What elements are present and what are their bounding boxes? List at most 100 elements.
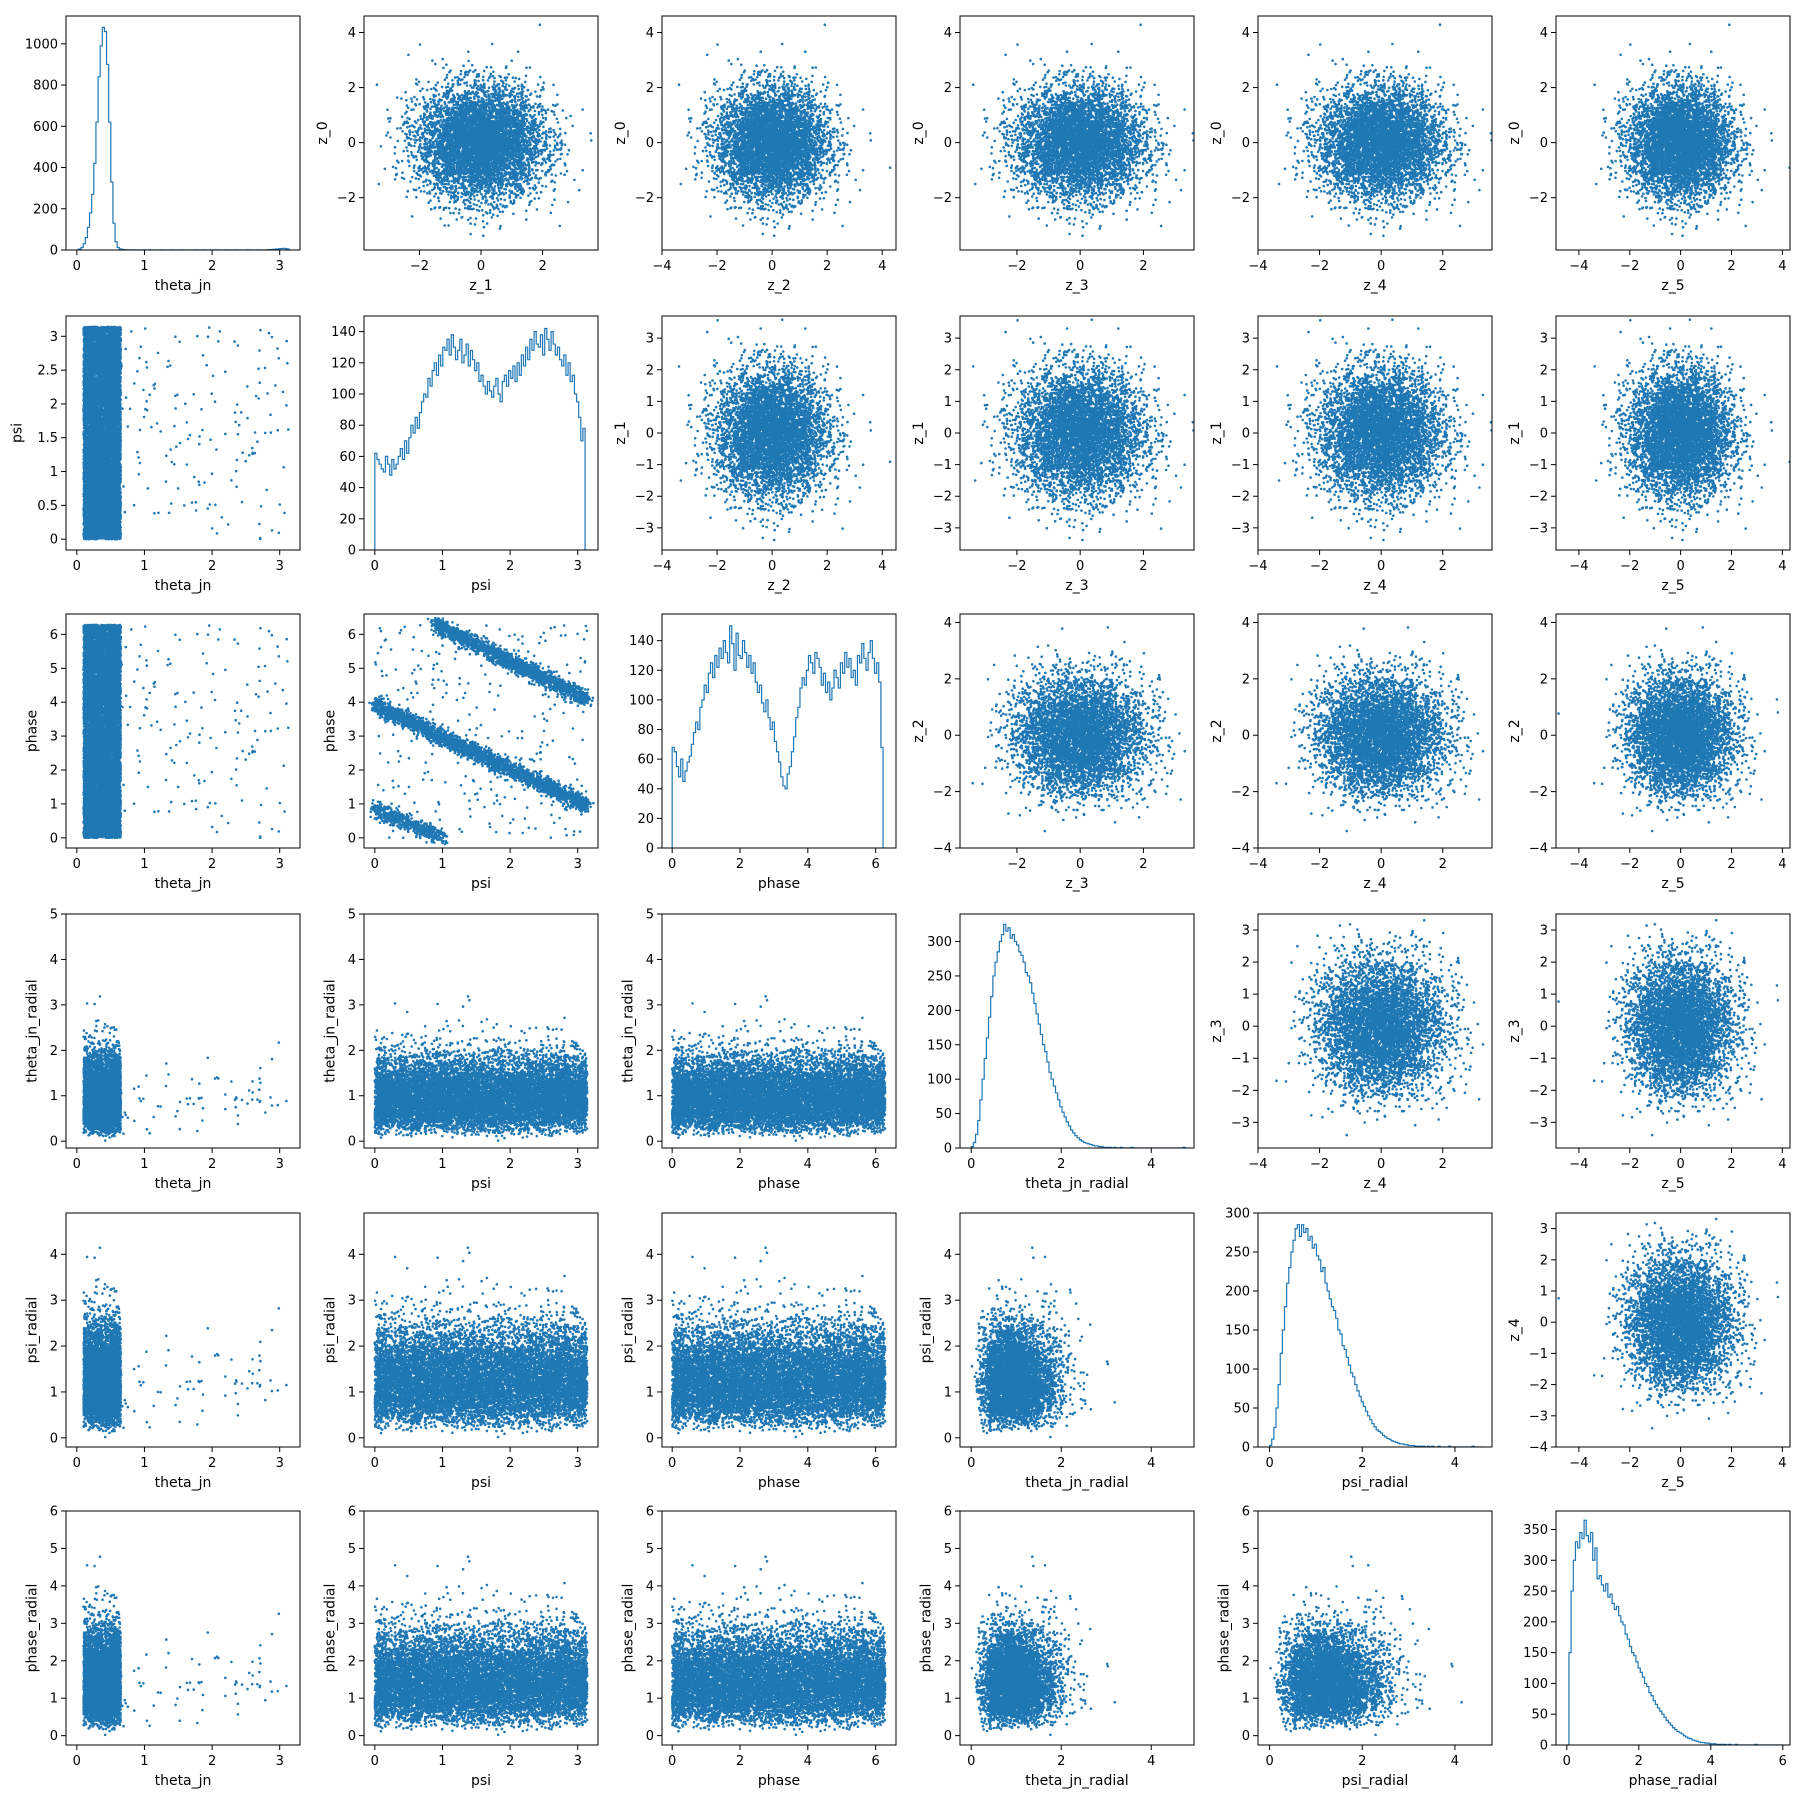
y-tick-label: 5 — [50, 908, 58, 923]
y-tick-label: −1 — [933, 458, 952, 473]
y-axis-label: z_2 — [911, 719, 927, 742]
x-axis-label: psi_radial — [1342, 1475, 1409, 1491]
x-tick-label: 4 — [1778, 559, 1786, 574]
scatter-points — [672, 1557, 885, 1735]
y-tick-label: 2 — [50, 397, 58, 412]
y-tick-label: −1 — [1529, 1347, 1548, 1362]
histogram-step — [1567, 1520, 1783, 1745]
x-axis-label: phase — [758, 1475, 800, 1491]
x-tick-label: 2 — [208, 259, 216, 274]
y-tick-label: −2 — [337, 191, 356, 206]
x-tick-label: 2 — [208, 1754, 216, 1769]
x-tick-label: 4 — [804, 1456, 812, 1471]
plot-area — [1233, 904, 1499, 1180]
y-tick-label: 2 — [944, 81, 952, 96]
x-tick-label: 1 — [140, 1456, 148, 1471]
x-tick-label: 4 — [1778, 857, 1786, 872]
plot-area — [375, 996, 587, 1140]
x-tick-label: 6 — [872, 1456, 880, 1471]
x-tick-label: 3 — [276, 1754, 284, 1769]
scatter-points — [375, 1248, 587, 1437]
y-tick-label: 3 — [1540, 924, 1548, 939]
x-tick-label: 0 — [371, 559, 379, 574]
x-tick-label: 0 — [73, 559, 81, 574]
y-tick-label: 50 — [935, 1107, 952, 1122]
x-tick-label: −4 — [1248, 1157, 1267, 1172]
y-tick-label: 0 — [944, 1142, 952, 1157]
x-axis-label: z_2 — [767, 278, 790, 294]
y-axis-label: z_0 — [613, 121, 629, 144]
y-tick-label: 3 — [348, 998, 356, 1013]
plot-area — [1277, 25, 1513, 236]
x-tick-label: −4 — [1248, 857, 1267, 872]
histogram-step — [77, 27, 289, 250]
y-axis-label: phase_radial — [919, 1584, 935, 1673]
x-tick-label: 1 — [140, 559, 148, 574]
y-tick-label: 2 — [1540, 956, 1548, 971]
y-tick-label: 1 — [50, 1385, 58, 1400]
y-tick-label: 300 — [1225, 1207, 1250, 1222]
y-tick-label: 2 — [1540, 81, 1548, 96]
y-tick-label: 4 — [646, 26, 654, 41]
y-tick-label: 40 — [637, 782, 654, 797]
x-tick-label: 2 — [1439, 259, 1447, 274]
y-tick-label: 4 — [50, 1579, 58, 1594]
y-tick-label: 4 — [348, 696, 356, 711]
y-tick-label: 0 — [1540, 729, 1548, 744]
y-tick-label: −1 — [1529, 1052, 1548, 1067]
x-tick-label: 2 — [1727, 559, 1735, 574]
x-axis-label: psi — [471, 578, 491, 594]
scatter-points — [84, 1557, 287, 1735]
plot-area — [1567, 1520, 1783, 1745]
x-tick-label: 4 — [804, 1754, 812, 1769]
y-tick-label: 2 — [50, 764, 58, 779]
y-tick-label: 250 — [927, 969, 952, 984]
x-tick-label: 1 — [140, 259, 148, 274]
plot-area — [377, 25, 613, 236]
x-tick-label: 3 — [276, 1157, 284, 1172]
x-tick-label: 2 — [208, 559, 216, 574]
x-tick-label: 2 — [1439, 559, 1447, 574]
x-tick-label: 3 — [276, 1456, 284, 1471]
x-tick-label: 2 — [1727, 259, 1735, 274]
plot-area — [972, 1248, 1115, 1437]
x-tick-label: 4 — [1707, 1754, 1715, 1769]
x-tick-label: 0 — [1377, 857, 1385, 872]
y-tick-label: 1 — [944, 1692, 952, 1707]
x-tick-label: 4 — [878, 559, 886, 574]
x-axis-label: z_5 — [1661, 1176, 1684, 1192]
x-axis-label: z_5 — [1661, 1475, 1684, 1491]
x-tick-label: 0 — [1563, 1754, 1571, 1769]
y-tick-label: 1 — [50, 1692, 58, 1707]
plot-area — [672, 626, 885, 848]
x-axis-label: psi — [471, 1475, 491, 1491]
scatter-points — [679, 25, 890, 236]
y-tick-label: 2 — [944, 363, 952, 378]
plot-area — [77, 27, 289, 250]
y-tick-label: 2 — [50, 1340, 58, 1355]
x-tick-label: −4 — [1248, 259, 1267, 274]
y-tick-label: 3 — [646, 332, 654, 347]
y-tick-label: 0 — [1540, 136, 1548, 151]
y-tick-label: 20 — [339, 512, 356, 527]
y-tick-label: −2 — [1529, 191, 1548, 206]
y-tick-label: 6 — [1242, 1505, 1250, 1520]
y-tick-label: 3 — [646, 998, 654, 1013]
y-tick-label: 0 — [50, 533, 58, 548]
x-axis-label: z_5 — [1661, 876, 1684, 892]
y-tick-label: 60 — [339, 450, 356, 465]
y-tick-label: 0 — [646, 1431, 654, 1446]
plot-area — [84, 625, 289, 838]
y-axis-label: z_3 — [1507, 1019, 1523, 1042]
y-tick-label: 4 — [944, 1579, 952, 1594]
